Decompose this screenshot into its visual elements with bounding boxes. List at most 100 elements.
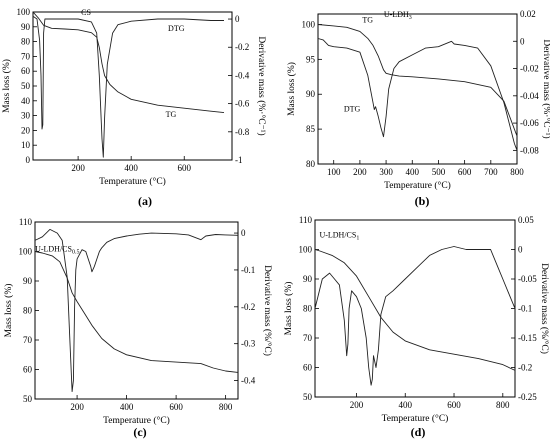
panel-label-a: (a): [138, 194, 152, 208]
x-tick-label-c-1: 400: [120, 402, 134, 412]
y2-tick-label-d-6: 0.05: [518, 215, 534, 225]
y-tick-label-d-3: 80: [303, 304, 313, 314]
annotation-subscript-b-1: 3: [409, 15, 412, 21]
y-tick-label-d-5: 100: [299, 245, 313, 255]
y2-tick-label-b-4: 0: [520, 36, 525, 46]
x-tick-label-c-2: 600: [169, 402, 183, 412]
y-tick-label-d-1: 60: [303, 363, 313, 373]
x-tick-label-c-0: 200: [70, 402, 84, 412]
annotation-b-1: U-LDH3: [384, 10, 412, 21]
x-axis-title-a: Temperature (°C): [99, 176, 166, 187]
y2-axis-title-a: Derivative mass (%·°C⁻¹): [256, 36, 267, 135]
annotation-a-0: CS: [81, 8, 91, 17]
x-tick-label-d-0: 200: [350, 400, 364, 410]
annotation-a-2: TG: [166, 110, 177, 119]
y2-axis-title-b: Derivative mass (%·°C⁻¹): [541, 39, 550, 138]
y-tick-label-d-4: 90: [303, 274, 313, 284]
y-tick-label-a-4: 40: [21, 96, 31, 106]
y2-tick-label-d-1: -0.2: [518, 363, 532, 373]
y-tick-label-b-4: 100: [302, 19, 316, 29]
annotation-text-b-0: TG: [362, 15, 373, 24]
y-tick-label-a-6: 60: [21, 66, 31, 76]
annotation-b-2: DTG: [344, 105, 361, 114]
plot-frame-b: [317, 13, 518, 165]
series-dtg-b: [317, 38, 518, 151]
y2-tick-label-c-1: -0.3: [241, 339, 256, 349]
x-tick-label-c-3: 800: [219, 402, 233, 412]
y2-tick-label-d-2: -0.15: [518, 333, 537, 343]
y-tick-label-d-2: 70: [303, 333, 313, 343]
panel-label-c: (c): [133, 425, 146, 439]
y-tick-label-b-0: 80: [306, 159, 316, 169]
y-axis-title-b: Mass loss (%): [286, 62, 297, 116]
y2-tick-label-b-0: -0.08: [520, 145, 539, 155]
y2-tick-label-b-3: -0.02: [520, 64, 539, 74]
y-tick-label-a-5: 50: [21, 81, 31, 91]
y2-tick-label-c-0: -0.4: [241, 376, 256, 386]
x-tick-label-a-0: 200: [71, 163, 85, 173]
y2-tick-label-b-5: 0.02: [520, 9, 536, 19]
x-tick-label-a-1: 400: [124, 163, 138, 173]
x-axis-title-b: Temperature (°C): [384, 180, 451, 191]
x-axis-title-d: Temperature (°C): [382, 413, 449, 424]
series-tg-a: [32, 11, 225, 114]
y-tick-label-a-2: 20: [21, 125, 31, 135]
y-tick-label-a-10: 100: [17, 7, 31, 17]
x-tick-label-d-3: 800: [496, 400, 510, 410]
annotation-d-0: U-LDH/CS1: [319, 231, 359, 242]
x-tick-label-b-3: 400: [406, 167, 420, 177]
x-tick-label-b-5: 600: [458, 167, 472, 177]
y2-tick-label-d-4: -0.05: [518, 274, 537, 284]
y2-tick-label-b-2: -0.04: [520, 91, 539, 101]
y2-tick-label-a-0: -1: [235, 155, 243, 165]
series-tg-b: [317, 24, 518, 137]
y-tick-label-a-3: 30: [21, 111, 31, 121]
y2-axis-title-c: Derivative mass (%/°C): [262, 265, 273, 356]
y2-tick-label-d-5: 0: [518, 245, 523, 255]
series-tg-c: [34, 251, 239, 373]
y-tick-label-d-0: 50: [303, 392, 313, 402]
chart-c: 200 400 600 800 50 60 70 80 90 100 110 -0.4 -0.3 -0.2…: [3, 217, 273, 439]
y-tick-label-c-0: 50: [23, 394, 33, 404]
y-tick-label-b-3: 95: [306, 54, 316, 64]
annotation-c-0: U-LDH/CS0.5: [35, 245, 79, 256]
y2-tick-label-c-4: 0: [241, 228, 246, 238]
y2-tick-label-a-5: 0: [235, 14, 240, 24]
x-tick-label-b-4: 500: [432, 167, 446, 177]
y-tick-label-a-8: 80: [21, 37, 31, 47]
annotation-subscript-d-0: 1: [356, 236, 359, 242]
annotation-text-a-2: TG: [166, 110, 177, 119]
x-tick-label-b-0: 100: [327, 167, 341, 177]
x-tick-label-a-2: 600: [177, 163, 191, 173]
series-dtg-a: [32, 15, 224, 158]
series-tg-d: [314, 249, 516, 371]
y-tick-label-a-7: 70: [21, 51, 31, 61]
y-tick-label-c-2: 70: [23, 335, 33, 345]
y2-tick-label-a-1: -0.8: [235, 127, 250, 137]
y2-tick-label-a-4: -0.2: [235, 42, 249, 52]
series-dtg-c: [34, 228, 239, 393]
series-dtg-d: [314, 246, 516, 386]
x-tick-label-d-2: 600: [447, 400, 461, 410]
annotation-text-b-2: DTG: [344, 105, 361, 114]
y-tick-label-d-6: 110: [299, 215, 313, 225]
y2-tick-label-b-1: -0.06: [520, 118, 539, 128]
annotation-text-a-0: CS: [81, 8, 91, 17]
y-tick-label-c-3: 80: [23, 306, 33, 316]
y2-tick-label-a-3: -0.4: [235, 70, 250, 80]
y2-tick-label-a-2: -0.6: [235, 99, 250, 109]
y-tick-label-a-1: 10: [21, 140, 31, 150]
annotation-b-0: TG: [362, 15, 373, 24]
x-axis-title-c: Temperature (°C): [103, 415, 170, 426]
x-tick-label-b-7: 800: [510, 167, 524, 177]
chart-b: 100 200 300 400 500 600 700 800 80 85 90 95 100 -0.08…: [286, 9, 550, 208]
y-tick-label-a-0: 0: [26, 155, 31, 165]
y-axis-title-d: Mass loss (%): [283, 282, 294, 336]
y2-tick-label-d-0: -0.25: [518, 392, 537, 402]
plot-frame-d: [314, 219, 516, 398]
x-tick-label-d-1: 400: [398, 400, 412, 410]
annotation-a-1: DTG: [168, 24, 185, 33]
y-tick-label-a-9: 90: [21, 22, 31, 32]
x-tick-label-b-6: 700: [484, 167, 498, 177]
